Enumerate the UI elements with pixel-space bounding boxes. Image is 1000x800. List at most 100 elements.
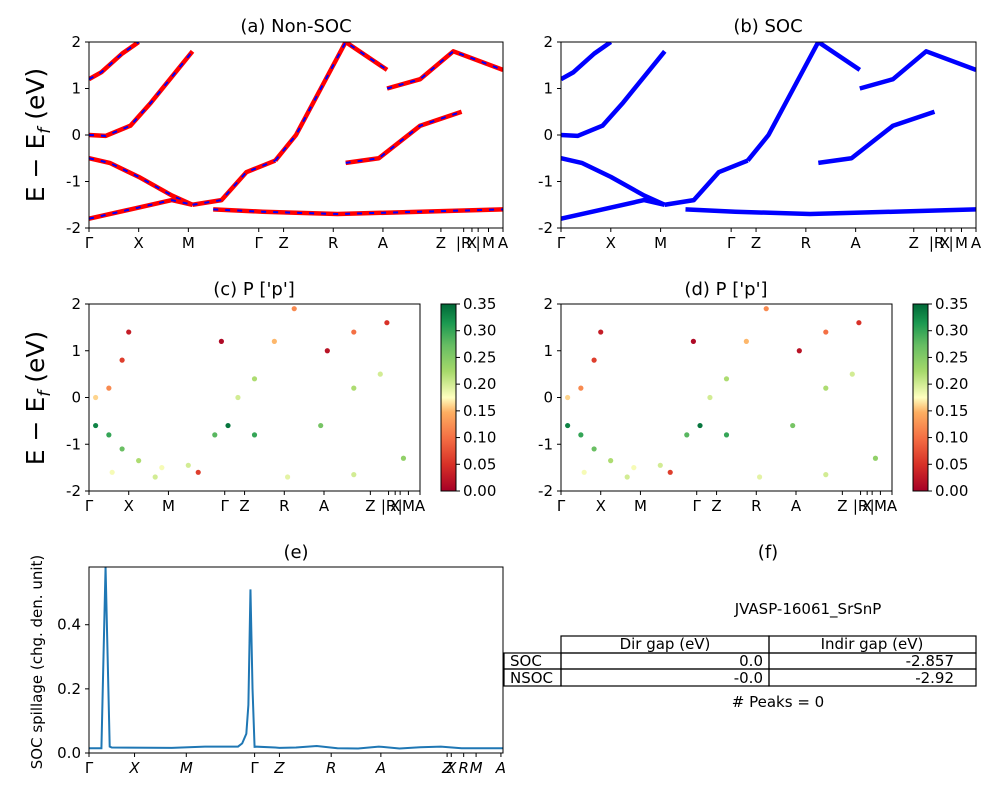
y-tick-label: 2: [543, 295, 553, 313]
colorbar-tick-label: 0.35: [463, 295, 496, 313]
x-tick-label: M: [654, 234, 667, 252]
x-tick-label: M: [634, 497, 647, 515]
x-tick-label: Γ: [221, 497, 230, 515]
x-tick-label: A: [319, 497, 330, 515]
row-nsoc-label: NSOC: [510, 669, 553, 687]
x-tick-label: R: [801, 234, 811, 252]
x-tick-label: |R: [929, 234, 944, 252]
y-tick-label: 0.4: [57, 616, 81, 634]
projection-point: [324, 348, 330, 354]
y-tick-label: 2: [71, 295, 81, 313]
x-tick-label: M: [182, 234, 195, 252]
x-tick-label: A: [791, 497, 802, 515]
panel-d-colorbar: 0.00 0.05 0.10 0.15 0.20 0.25 0.30 0.35: [912, 295, 968, 500]
x-tick-label: Z: [441, 759, 453, 777]
projection-point: [591, 446, 597, 452]
header-dir-gap: Dir gap (eV): [620, 635, 711, 653]
ylabel-top: E − Ef (eV): [21, 68, 55, 202]
x-tick-label: Γ: [557, 497, 566, 515]
colorbar-tick-label: 0.15: [463, 402, 496, 420]
x-tick-label: A: [971, 234, 982, 252]
band-line-dashed: [89, 199, 193, 220]
x-tick-label: X: [128, 759, 140, 777]
x-tick-label: Γ: [85, 234, 94, 252]
x-tick-label: Z: [436, 234, 446, 252]
x-tick-label: M: [482, 234, 495, 252]
y-tick-label: -1: [538, 435, 553, 453]
band-line: [685, 207, 976, 217]
band-line: [386, 49, 503, 91]
x-tick-label: Γ: [85, 497, 94, 515]
x-tick-label: R: [326, 759, 336, 777]
y-tick-label: 0: [71, 389, 81, 407]
x-tick-label: Γ: [250, 759, 259, 777]
colorbar-tick-label: 0.15: [935, 402, 968, 420]
ylabel-middle-main: E − E: [21, 397, 50, 465]
ylabel-top-main: E − E: [21, 134, 50, 202]
projection-point: [119, 357, 125, 363]
projection-point: [723, 432, 730, 438]
x-tick-label: Z: [837, 497, 847, 515]
colorbar-tick-label: 0.05: [935, 455, 968, 473]
panel-b-title: (b) SOC: [733, 16, 802, 37]
ylabel-top-sub: f: [35, 125, 55, 134]
projection-point: [109, 469, 115, 475]
y-tick-label: 1: [71, 80, 81, 98]
projection-point: [251, 432, 258, 438]
colorbar-tick-label: 0.25: [935, 348, 968, 366]
projection-point: [707, 394, 713, 401]
projection-point: [318, 422, 324, 429]
projection-point: [684, 432, 690, 438]
band-line: [89, 42, 140, 82]
colorbar-tick-label: 0.30: [935, 322, 968, 340]
projection-point: [384, 320, 390, 326]
projection-point: [400, 455, 407, 461]
colorbar-tick-label: 0.30: [463, 322, 496, 340]
x-tick-label: R: [328, 234, 338, 252]
projection-point: [608, 458, 614, 464]
x-tick-label: |R: [853, 497, 868, 515]
ylabel-top-unit: (eV): [21, 68, 50, 128]
x-tick-label: X: [862, 497, 872, 515]
x-tick-label: X: [940, 234, 950, 252]
y-tick-label: -2: [538, 219, 553, 237]
projection-point: [872, 455, 879, 461]
projection-point: [591, 357, 597, 363]
projection-point: [823, 329, 829, 335]
projection-point: [723, 376, 730, 382]
colorbar-tick-label: 0.20: [935, 375, 968, 393]
y-tick-label: 1: [543, 80, 553, 98]
x-tick-label: Γ: [727, 234, 736, 252]
y-tick-label: -1: [66, 173, 81, 191]
panel-c-title: (c) P ['p']: [213, 279, 295, 300]
y-tick-label: 0.0: [57, 744, 81, 762]
projection-point: [93, 422, 99, 429]
projection-point: [581, 469, 587, 475]
projection-point: [565, 394, 571, 401]
projection-point: [823, 472, 829, 478]
plot-frame: [88, 566, 504, 754]
x-tick-label: A: [495, 759, 506, 777]
projection-point: [578, 432, 584, 438]
x-tick-label: A: [851, 234, 862, 252]
x-tick-label: R: [279, 497, 289, 515]
y-tick-label: -1: [538, 173, 553, 191]
projection-point: [565, 422, 571, 429]
band-line: [89, 49, 195, 139]
row-soc-label: SOC: [510, 652, 542, 670]
projection-point: [93, 394, 99, 401]
y-tick-label: -2: [66, 219, 81, 237]
projection-point: [136, 458, 142, 464]
colorbar-tick-label: 0.10: [463, 429, 496, 447]
table-cell: [768, 668, 977, 687]
band-line-dashed: [89, 157, 193, 206]
band-line: [561, 197, 666, 221]
x-tick-label: A: [378, 234, 389, 252]
projection-point: [763, 306, 769, 312]
projection-point: [743, 338, 749, 344]
x-tick-label: |: [398, 497, 403, 515]
projection-point: [106, 385, 112, 391]
colorbar-tick-label: 0.35: [935, 295, 968, 313]
